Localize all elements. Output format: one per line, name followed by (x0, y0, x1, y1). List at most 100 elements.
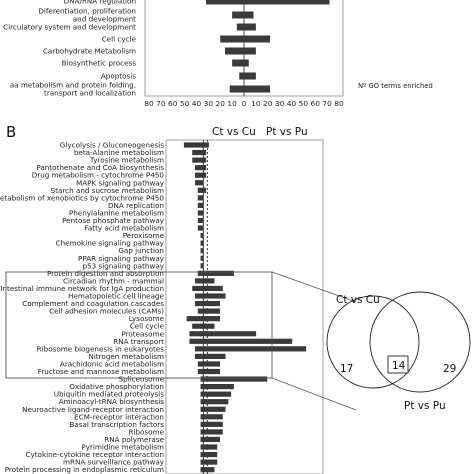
panel-b-bar-pt-40 (203, 444, 218, 450)
panel-b-category-label: DNA replication (108, 201, 164, 210)
panel-b-bar-pt-1 (203, 149, 207, 156)
venn-left-label: Ct vs Cu (336, 294, 380, 306)
panel-b-category-label: Fructose and mannose metabolism (38, 367, 164, 376)
panel-b-category-label: Ribosome biogenesis in eukaryotes (37, 344, 165, 353)
panel-b-bar-pt-4 (203, 172, 207, 178)
panel-b-bar-ct-26 (189, 338, 204, 344)
panel-a-tick-label: 0 (242, 99, 247, 108)
panel-b-bar-ct-35 (200, 406, 204, 412)
panel-a-tick-label: 40 (192, 99, 202, 108)
panel-b-category-label: Peroxisome (123, 231, 165, 240)
panel-a-category-label: Apoptosis (101, 72, 136, 81)
panel-b-category-label: Gap junction (118, 246, 164, 255)
panel-a-bar-left-4 (225, 47, 244, 55)
panel-b-category-label: Protein digestion and absorption (47, 269, 164, 278)
panel-a-bar-left-2 (236, 23, 244, 31)
panel-b-bar-pt-39 (203, 436, 220, 443)
panel-a-bar-left-6 (239, 72, 244, 80)
panel-b-bar-pt-2 (203, 157, 207, 163)
venn-diagram: Ct vs Cu Pt vs Pu 17 14 29 (326, 291, 471, 412)
panel-b-bar-pt-36 (203, 414, 223, 420)
panel-a-category-label: aa metabolism and protein folding, transp… (10, 81, 136, 98)
panel-b-bar-ct-16 (200, 263, 204, 269)
panel-b-category-label: Protein processing in endoplasmic reticu… (5, 465, 164, 474)
panel-b-category-label: Arachidonic acid metabolism (60, 359, 164, 368)
panel-b-category-label: Neuroactive ligand-receptor interaction (22, 405, 164, 414)
highlight-box (5, 271, 273, 379)
venn-right-circle (369, 291, 471, 393)
panel-a-tick-label: 10 (251, 99, 261, 108)
panel-b-bar-ct-29 (197, 361, 204, 367)
panel-b-bar-ct-32 (200, 384, 204, 390)
panel-b-bar-ct-1 (192, 149, 204, 156)
panel-b-category-label: Aminoacyl-tRNA biosynthesis (59, 397, 165, 406)
panel-b-bar-pt-26 (203, 338, 293, 344)
panel-b-category-label: Metabolism of xenobiotics by cytochrome … (0, 193, 164, 202)
panel-b-category-label: Pyrimidine metabolism (81, 443, 164, 452)
panel-b-bar-ct-9 (197, 210, 204, 216)
panel-b-bar-ct-18 (195, 278, 204, 284)
panel-a-category-label: Cell cycle (102, 35, 137, 44)
panel-b-bar-ct-15 (200, 255, 204, 261)
panel-a-bar-left-5 (232, 59, 244, 67)
panel-b-category-label: p53 signaling pathway (82, 261, 164, 270)
panel-b-category-label: Phenylalanine metabolism (69, 208, 164, 217)
panel-b-bar-pt-30 (203, 368, 220, 375)
panel-b-category-label: Nitrogen metabolism (88, 352, 164, 361)
panel-b-header-right: Pt vs Pu (266, 126, 308, 138)
panel-b-bar-ct-37 (200, 421, 204, 427)
panel-a-bar-right-2 (244, 23, 256, 31)
panel-b-category-label: Drug metabolism - cytochrome P450 (32, 171, 165, 180)
panel-a-tick-labels: 80 70 60 50 40 30 20 10 0 10 20 30 40 50 60 70 80 (144, 99, 344, 108)
panel-b-bar-ct-43 (200, 467, 204, 473)
panel-b-bar-ct-19 (192, 285, 204, 292)
connector-top (271, 271, 357, 303)
panel-b-bar-pt-29 (203, 361, 220, 367)
panel-b-category-labels: Glycolysis / Gluconeogenesisbeta-Alanine… (0, 141, 165, 474)
panel-b-category-label: RNA transport (113, 337, 164, 346)
panel-b-bar-pt-21 (203, 300, 220, 307)
panel-b-bar-ct-2 (192, 157, 204, 163)
panel-b-category-label: Chemokine signaling pathway (56, 239, 165, 248)
panel-b-category-label: Lysosome (129, 314, 165, 323)
panel-a-bar-left-3 (220, 35, 244, 43)
panel-b-category-label: Spliceosome (119, 375, 165, 384)
panel-a-tick-label: 60 (168, 99, 178, 108)
panel-b-bar-pt-32 (203, 384, 234, 390)
panel-b-bar-ct-3 (195, 165, 204, 171)
panel-b-category-label: Cell cycle (130, 322, 165, 331)
panel-a-bar-left-7 (229, 85, 244, 93)
panel-b-bar-pt-42 (203, 459, 218, 465)
panel-b-bar-ct-6 (197, 187, 204, 193)
panel-b-bar-pt-38 (203, 429, 223, 435)
panel-b-category-label: Hematopoietic cell lineage (68, 292, 164, 301)
panel-b-category-label: Fatty acid metabolism (84, 224, 164, 233)
panel-b-category-label: Cell adhesion molecules (CAMs) (49, 307, 164, 316)
panel-b-bar-pt-18 (203, 278, 215, 284)
venn-left-circle (326, 295, 420, 389)
panel-a-bar-right-6 (244, 72, 256, 80)
panel-b-category-label: Glycolysis / Gluconeogenesis (60, 141, 164, 150)
panel-b-bar-ct-22 (197, 308, 204, 314)
connector-bottom (271, 377, 357, 411)
panel-b-bar-ct-13 (200, 240, 204, 246)
panel-b-bar-pt-28 (203, 353, 226, 359)
panel-b-bar-pt-23 (203, 316, 220, 322)
venn-right-only: 29 (443, 363, 456, 375)
panel-b-bar-pt-27 (203, 346, 307, 352)
panel-b-bar-ct-25 (189, 331, 204, 337)
panel-a-note: Nº GO terms enriched (358, 82, 433, 90)
panel-b-bar-ct-12 (200, 233, 204, 239)
panel-b-frame (165, 139, 324, 474)
panel-b-category-label: Ubiquitin mediated proteolysis (54, 390, 164, 399)
panel-a-category-label: Circulatory system and development (3, 23, 136, 32)
panel-a-tick-label: 30 (275, 99, 285, 108)
panel-b-bar-pt-34 (203, 399, 229, 405)
panel-b-bar-pt-33 (203, 391, 232, 397)
panel-b-bar-ct-10 (197, 217, 204, 224)
panel-a-bar-right-7 (244, 85, 271, 93)
panel-b-bar-ct-11 (197, 225, 204, 231)
panel-a-tick-label: 40 (287, 99, 297, 108)
panel-a-bars (206, 0, 330, 93)
